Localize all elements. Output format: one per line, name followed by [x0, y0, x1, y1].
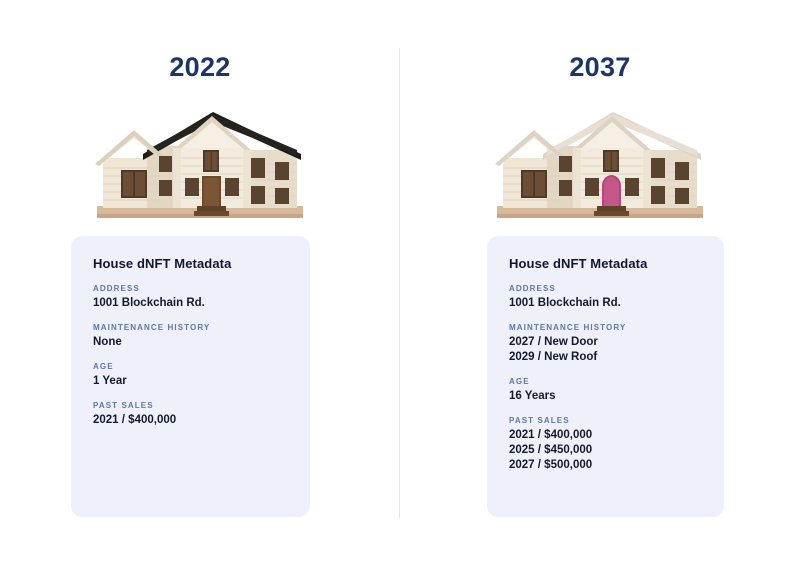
field-age: AGE 16 Years [509, 377, 702, 404]
year-heading-2022: 2022 [169, 52, 231, 82]
value-line: 2021 / $400,000 [93, 414, 177, 426]
field-label: ADDRESS [509, 284, 556, 293]
field-label: MAINTENANCE HISTORY [509, 323, 627, 332]
field-label: PAST SALES [509, 416, 570, 425]
value-line: 2029 / New Roof [509, 351, 598, 363]
value-line: 1 Year [93, 375, 127, 387]
field-address: ADDRESS 1001 Blockchain Rd. [93, 284, 288, 311]
field-maintenance-history: MAINTENANCE HISTORY 2027 / New Door 2029… [509, 323, 702, 365]
value-line: 2027 / New Door [509, 336, 598, 348]
field-value: 1001 Blockchain Rd. [93, 296, 288, 311]
value-line: 1001 Blockchain Rd. [509, 297, 621, 309]
value-line: 2027 / $500,000 [509, 459, 593, 471]
field-value: 2027 / New Door 2029 / New Roof [509, 335, 702, 365]
field-value: 2021 / $400,000 [93, 413, 288, 428]
field-label: MAINTENANCE HISTORY [93, 323, 211, 332]
value-line: None [93, 336, 122, 348]
field-value: 1 Year [93, 374, 288, 389]
house-graphic [495, 112, 703, 218]
card-title: House dNFT Metadata [509, 256, 648, 271]
field-label: PAST SALES [93, 401, 154, 410]
field-age: AGE 1 Year [93, 362, 288, 389]
column-divider [399, 48, 400, 518]
value-line: 2025 / $450,000 [509, 444, 593, 456]
metadata-card-2037: House dNFT Metadata ADDRESS 1001 Blockch… [487, 236, 724, 517]
field-label: AGE [93, 362, 114, 371]
field-label: AGE [509, 377, 530, 386]
field-address: ADDRESS 1001 Blockchain Rd. [509, 284, 702, 311]
field-past-sales: PAST SALES 2021 / $400,000 2025 / $450,0… [509, 416, 702, 473]
field-past-sales: PAST SALES 2021 / $400,000 [93, 401, 288, 428]
value-line: 1001 Blockchain Rd. [93, 297, 205, 309]
field-value: 2021 / $400,000 2025 / $450,000 2027 / $… [509, 428, 702, 473]
year-heading-2037: 2037 [569, 52, 631, 82]
column-2022: 2022 [0, 52, 400, 517]
value-line: 16 Years [509, 390, 556, 402]
house-graphic [95, 112, 303, 218]
field-value: None [93, 335, 288, 350]
field-maintenance-history: MAINTENANCE HISTORY None [93, 323, 288, 350]
field-value: 16 Years [509, 389, 702, 404]
field-label: ADDRESS [93, 284, 140, 293]
column-2037: 2037 [400, 0, 800, 573]
card-title: House dNFT Metadata [93, 256, 232, 271]
house-illustration-2037 [400, 106, 800, 226]
value-line: 2021 / $400,000 [509, 429, 593, 441]
house-illustration-2022 [0, 106, 400, 226]
metadata-card-2022: House dNFT Metadata ADDRESS 1001 Blockch… [71, 236, 310, 517]
field-value: 1001 Blockchain Rd. [509, 296, 702, 311]
